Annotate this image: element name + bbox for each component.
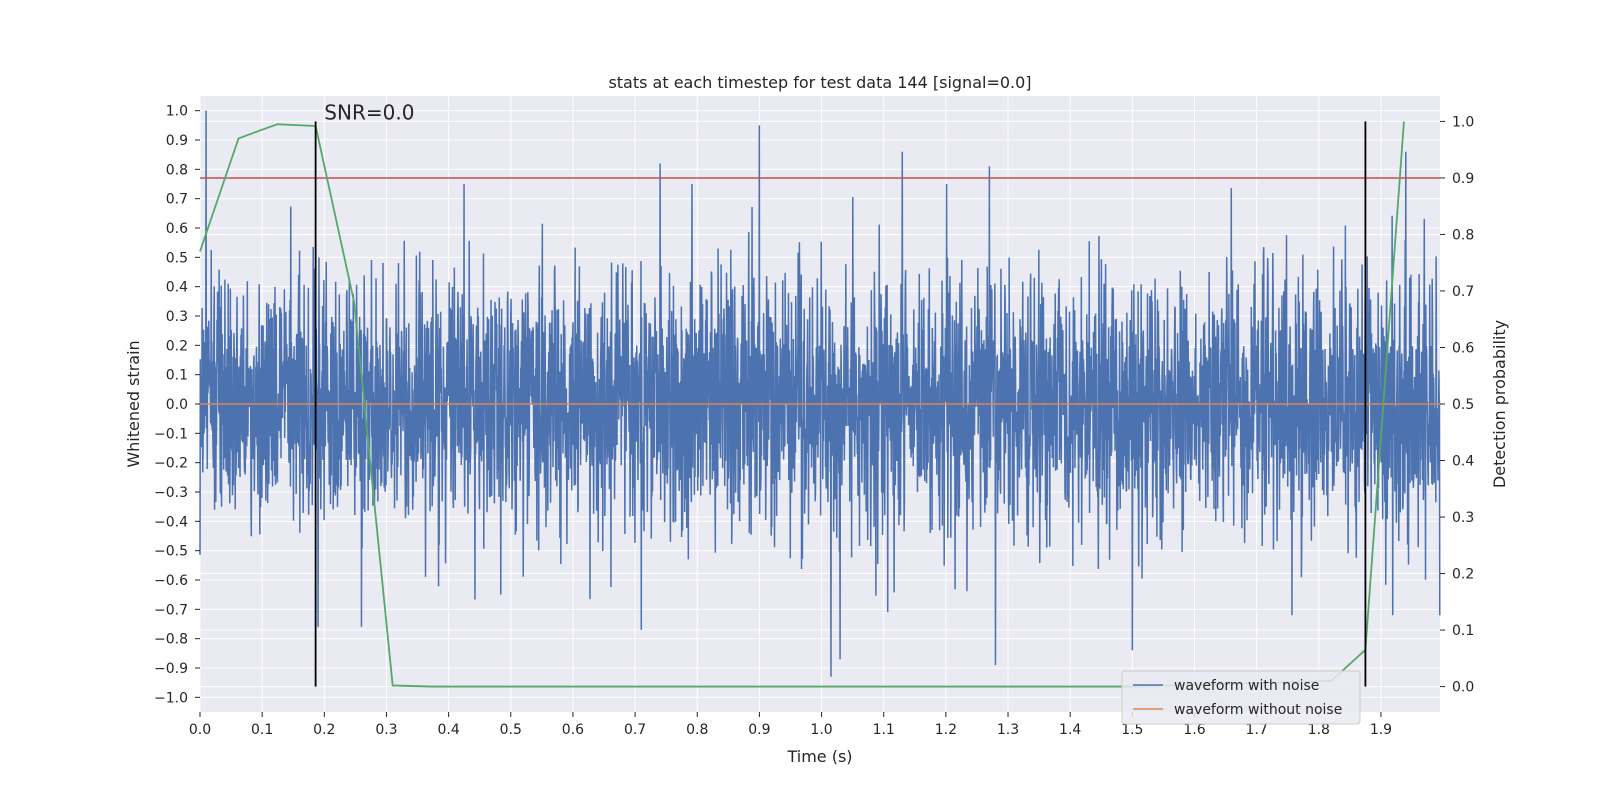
y-tick-label: 0.8	[166, 162, 188, 178]
y-tick-label: −0.2	[154, 456, 188, 472]
y2-tick-label: 0.2	[1452, 567, 1474, 583]
y-tick-label: −0.8	[154, 632, 188, 648]
legend-label-waveform-with-noise: waveform with noise	[1174, 678, 1319, 694]
y2-axis-title: Detection probability	[1490, 320, 1509, 488]
y-tick-label: −1.0	[154, 690, 188, 706]
series-waveform-with-noise	[199, 110, 1441, 677]
y2-tick-label: 0.4	[1452, 454, 1474, 470]
x-tick-label: 0.8	[686, 722, 708, 738]
x-tick-label: 1.0	[810, 722, 832, 738]
x-tick-label: 1.2	[935, 722, 957, 738]
x-tick-label: 0.1	[251, 722, 273, 738]
x-tick-label: 0.6	[562, 722, 584, 738]
y-tick-label: −0.1	[154, 426, 188, 442]
y-tick-label: 0.0	[166, 397, 188, 413]
y-tick-label: −0.6	[154, 573, 188, 589]
y-tick-label: −0.7	[154, 602, 188, 618]
x-tick-label: 1.9	[1370, 722, 1392, 738]
y2-tick-label: 0.9	[1452, 171, 1474, 187]
x-tick-label: 1.4	[1059, 722, 1081, 738]
legend-box	[1121, 670, 1361, 725]
x-tick-label: 1.7	[1246, 722, 1268, 738]
x-tick-label: 0.9	[748, 722, 770, 738]
y2-tick-label: 0.6	[1452, 340, 1474, 356]
y-tick-label: −0.9	[154, 661, 188, 677]
y-tick-label: 0.5	[166, 250, 188, 266]
x-tick-label: 0.0	[189, 722, 211, 738]
y2-tick-label: 0.3	[1452, 510, 1474, 526]
y-tick-label: 0.2	[166, 338, 188, 354]
y-tick-label: 1.0	[166, 104, 188, 120]
legend: waveform with noise waveform without noi…	[1121, 670, 1361, 725]
x-tick-label: 0.2	[313, 722, 335, 738]
x-tick-label: 0.4	[437, 722, 459, 738]
y2-tick-label: 1.0	[1452, 114, 1474, 130]
y2-tick-label: 0.0	[1452, 680, 1474, 696]
y-tick-label: 0.9	[166, 133, 188, 149]
y-tick-label: 0.6	[166, 221, 188, 237]
x-tick-label: 1.6	[1183, 722, 1205, 738]
y2-tick-label: 0.8	[1452, 227, 1474, 243]
y-tick-label: 0.4	[166, 280, 188, 296]
x-tick-label: 1.5	[1121, 722, 1143, 738]
y-tick-label: −0.3	[154, 485, 188, 501]
chart-title: stats at each timestep for test data 144…	[608, 73, 1031, 92]
ticks: 0.0 0.1 0.2 0.3 0.4 0.5 0.6 0.7 0.8 0.9 1.0 1.1 1.2 1…	[154, 104, 1474, 738]
y-tick-label: −0.4	[154, 514, 188, 530]
x-tick-label: 0.7	[624, 722, 646, 738]
x-tick-label: 1.1	[873, 722, 895, 738]
y-tick-label: 0.7	[166, 192, 188, 208]
y-tick-label: 0.3	[166, 309, 188, 325]
x-tick-label: 1.8	[1308, 722, 1330, 738]
y-tick-label: −0.5	[154, 544, 188, 560]
legend-label-waveform-without-noise: waveform without noise	[1174, 702, 1342, 718]
x-tick-label: 0.3	[375, 722, 397, 738]
y2-tick-label: 0.1	[1452, 623, 1474, 639]
y-axis-title: Whitened strain	[124, 340, 143, 467]
x-tick-label: 1.3	[997, 722, 1019, 738]
y2-tick-label: 0.7	[1452, 284, 1474, 300]
snr-annotation: SNR=0.0	[324, 100, 414, 124]
x-tick-label: 0.5	[500, 722, 522, 738]
y-tick-label: 0.1	[166, 368, 188, 384]
y2-tick-label: 0.5	[1452, 397, 1474, 413]
x-axis-title: Time (s)	[786, 747, 852, 766]
